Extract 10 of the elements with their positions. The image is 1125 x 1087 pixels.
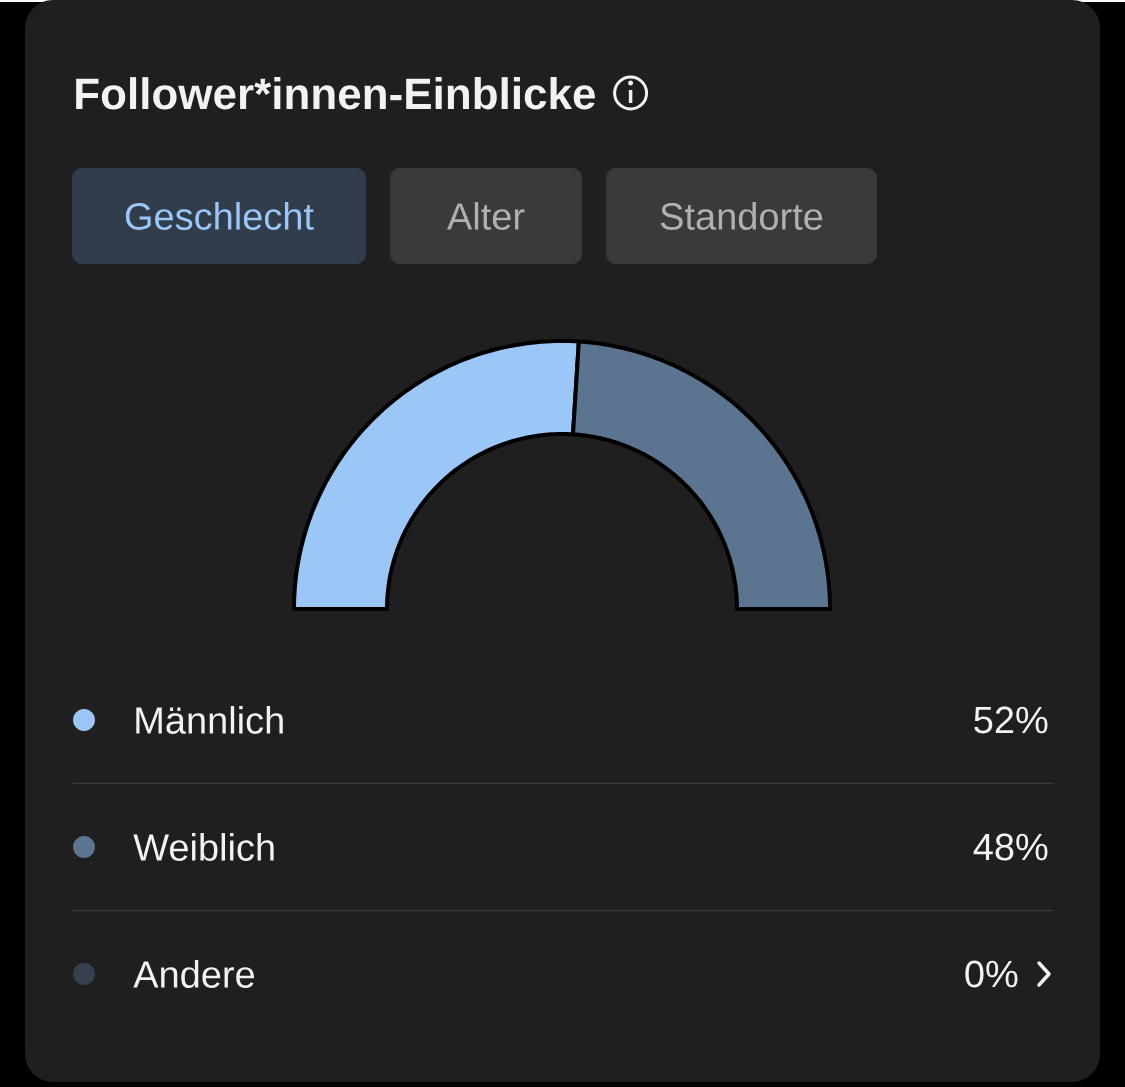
text: Alter (447, 202, 525, 230)
data-label: 52% (974, 706, 1048, 734)
chart-title: Follower*innen-Einblicke (76, 77, 595, 110)
text: Standorte (660, 202, 823, 230)
legend-label: Weiblich (133, 833, 274, 861)
data-label: 48% (973, 833, 1048, 861)
text: 0% (965, 960, 1018, 988)
text: Geschlecht (125, 202, 314, 230)
legend-label: Männlich (136, 706, 283, 734)
legend-label: Andere (133, 960, 255, 988)
